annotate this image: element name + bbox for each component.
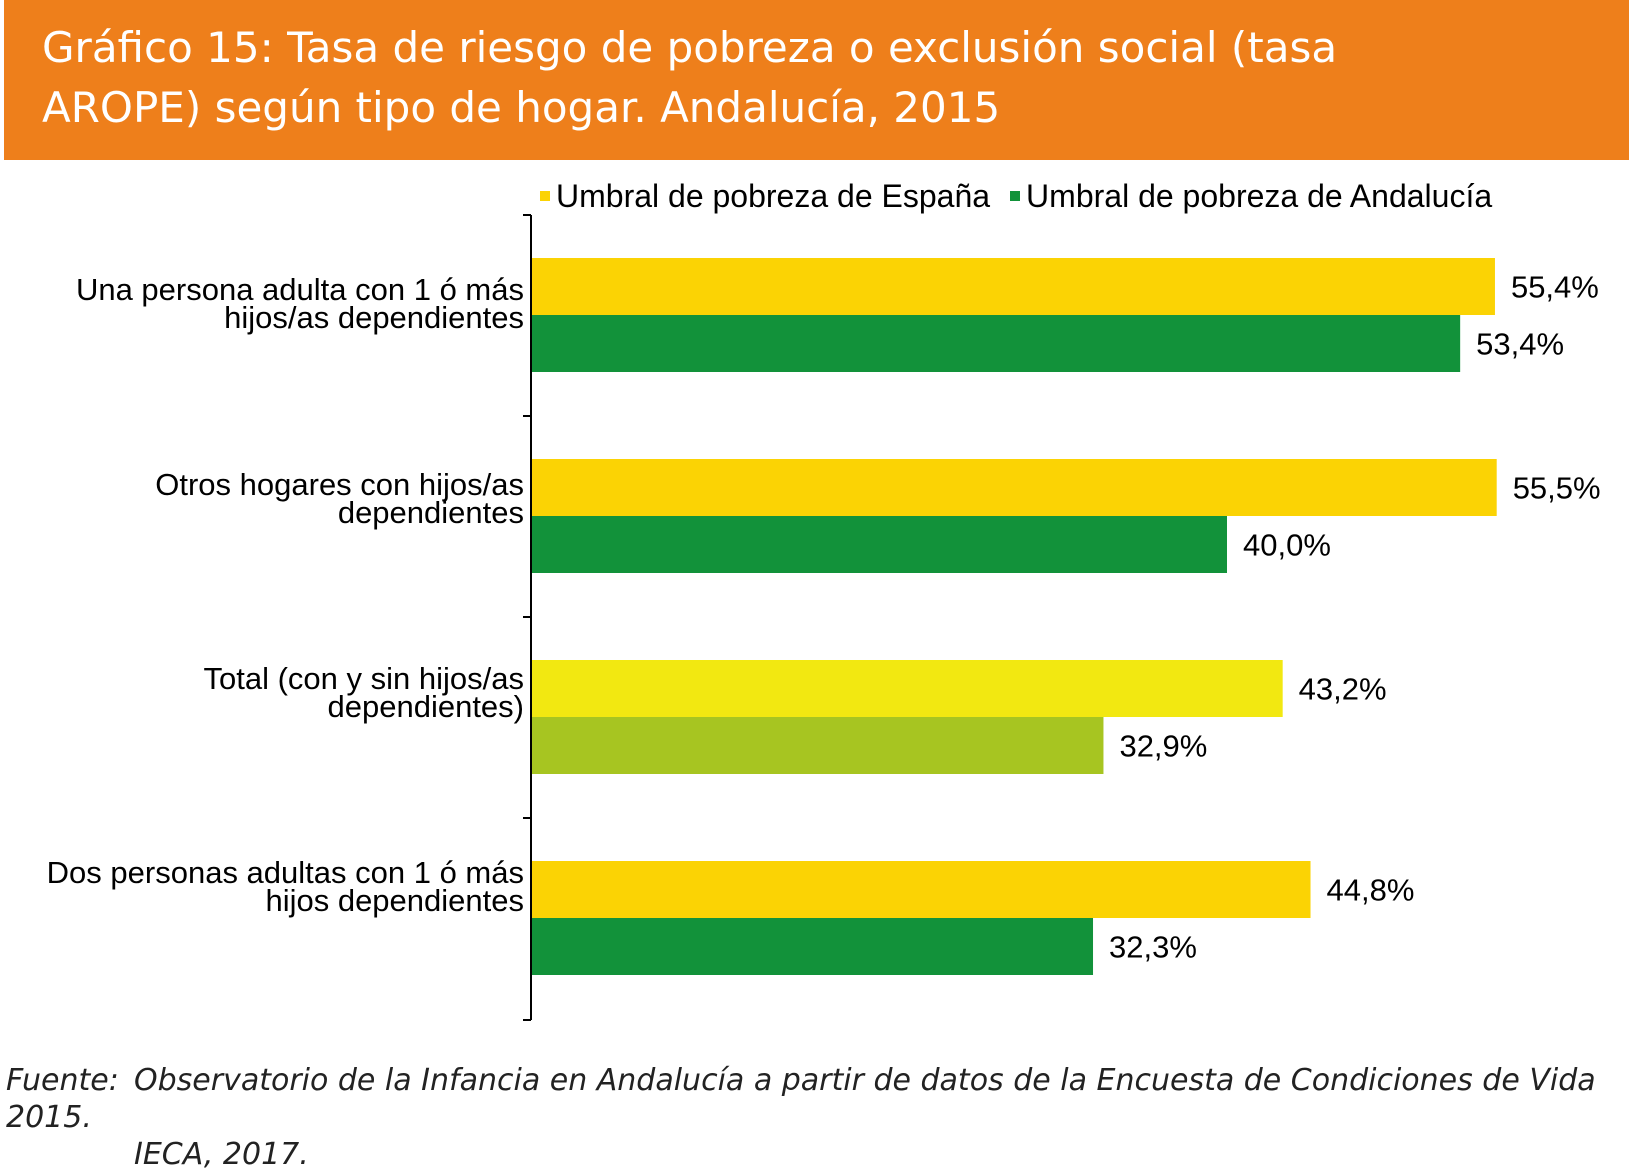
bar-andalucia-3 [531, 918, 1094, 975]
data-label-espana-2: 43,2% [1299, 672, 1387, 707]
source-label: Fuente: [6, 1063, 119, 1098]
legend-swatch-espana [540, 191, 550, 201]
bar-chart: 55,4% 53,4% 55,5% 40,0% 43,2% 32,9% 44,8% 32,3% [523, 214, 1601, 1021]
source-text: Observatorio de la Infancia en Andalucía… [6, 1063, 1596, 1135]
bar-espana-1 [531, 459, 1497, 516]
bar-espana-2 [531, 660, 1283, 717]
legend-swatch-andalucia [1010, 191, 1021, 201]
source-text-2: IECA, 2017. [134, 1137, 309, 1172]
bar-andalucia-2 [531, 717, 1104, 774]
bar-andalucia-0 [531, 315, 1461, 372]
title-bar: Gráfico 15: Tasa de riesgo de pobreza o … [4, 0, 1629, 160]
category-label-otros-hogares: Otros hogares con hijos/as dependientes [155, 467, 524, 530]
data-label-andalucia-3: 32,3% [1109, 930, 1197, 965]
category-label-dos-personas: Dos personas adultas con 1 ó más hijos d… [46, 855, 524, 918]
source-note: Fuente: Observatorio de la Infancia en An… [6, 1062, 1626, 1173]
chart-title: Gráfico 15: Tasa de riesgo de pobreza o … [42, 18, 1542, 138]
bar-espana-3 [531, 861, 1311, 918]
title-line-2: AROPE) según tipo de hogar. Andalucía, 2… [42, 83, 1001, 132]
data-label-andalucia-2: 32,9% [1119, 729, 1207, 764]
legend-label-espana: Umbral de pobreza de España [556, 177, 991, 214]
data-label-espana-1: 55,5% [1513, 471, 1601, 506]
legend-item-andalucia: Umbral de pobreza de Andalucía [1010, 178, 1492, 215]
bar-andalucia-1 [531, 516, 1227, 573]
data-label-espana-0: 55,4% [1511, 270, 1599, 305]
title-line-1: Gráfico 15: Tasa de riesgo de pobreza o … [42, 23, 1338, 72]
data-label-andalucia-0: 53,4% [1476, 327, 1564, 362]
legend-item-espana: Umbral de pobreza de España [540, 178, 990, 215]
data-label-andalucia-1: 40,0% [1243, 528, 1331, 563]
legend-label-andalucia: Umbral de pobreza de Andalucía [1026, 177, 1493, 214]
bar-espana-0 [531, 258, 1495, 315]
data-label-espana-3: 44,8% [1327, 873, 1415, 908]
legend: Umbral de pobreza de España Umbral de po… [540, 176, 1512, 216]
category-label-total: Total (con y sin hijos/as dependientes) [203, 661, 524, 724]
category-label-una-persona: Una persona adulta con 1 ó más hijos/as … [75, 272, 524, 335]
